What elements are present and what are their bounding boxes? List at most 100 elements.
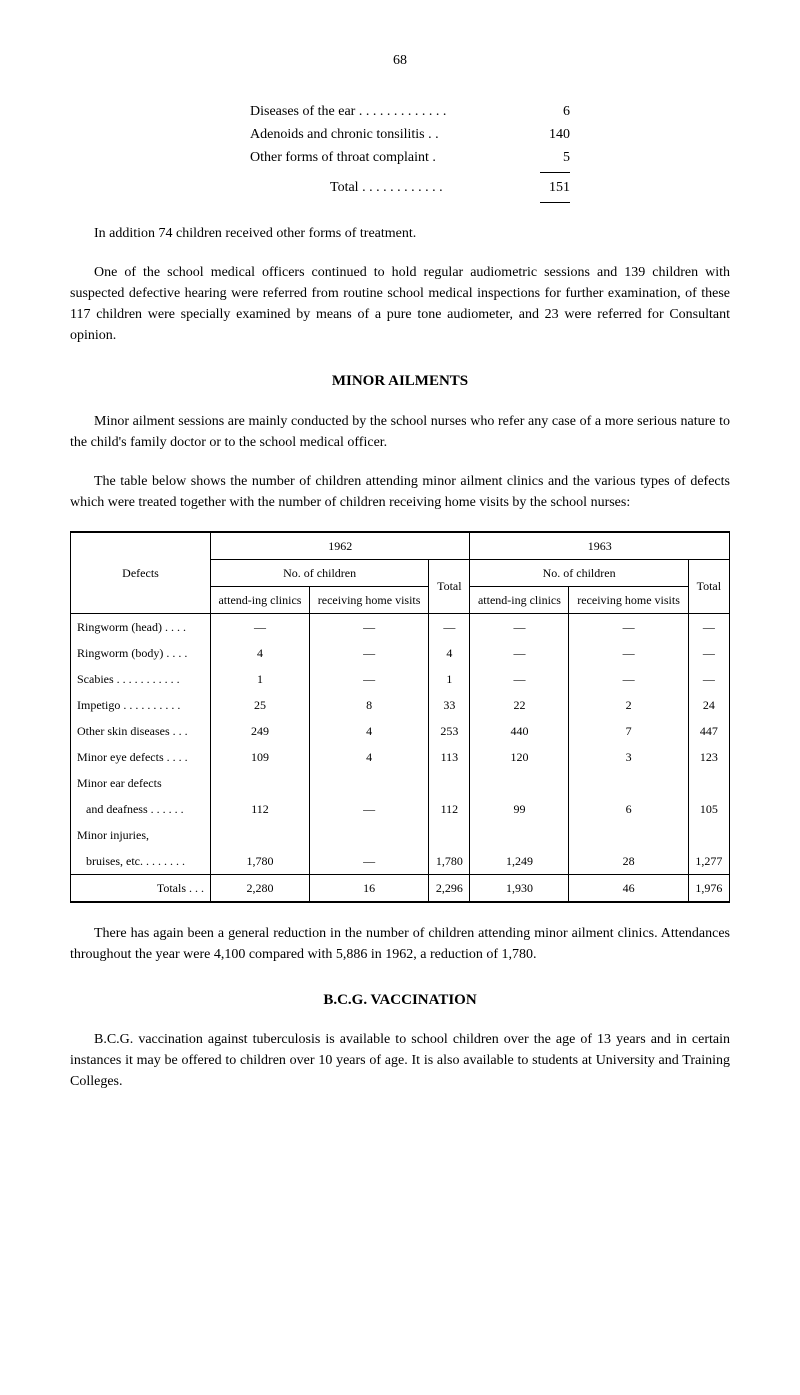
table-cell: Scabies . . . . . . . . . . . <box>71 666 211 692</box>
ear-label: Other forms of throat complaint . <box>250 147 530 168</box>
table-cell: 1,277 <box>688 848 729 875</box>
table-cell: Other skin diseases . . . <box>71 718 211 744</box>
table-header-no-children: No. of children <box>470 559 688 586</box>
table-cell: 120 <box>470 744 569 770</box>
table-row: Ringworm (body) . . . .4—4——— <box>71 640 730 666</box>
table-cell <box>429 770 470 796</box>
table-row: Other skin diseases . . .24942534407447 <box>71 718 730 744</box>
table-cell: Minor ear defects <box>71 770 211 796</box>
table-cell: — <box>429 613 470 640</box>
table-cell: — <box>569 640 688 666</box>
table-cell: 16 <box>309 874 428 902</box>
table-totals-label: Totals . . . <box>71 874 211 902</box>
ear-value: 6 <box>530 101 570 122</box>
table-cell: 99 <box>470 796 569 822</box>
table-header-year2: 1963 <box>470 532 730 560</box>
table-cell: — <box>211 613 310 640</box>
paragraph: Minor ailment sessions are mainly conduc… <box>70 411 730 453</box>
table-cell: 4 <box>429 640 470 666</box>
table-cell: 7 <box>569 718 688 744</box>
table-cell: 112 <box>211 796 310 822</box>
table-cell <box>429 822 470 848</box>
table-header-defects: Defects <box>71 532 211 614</box>
section-heading-minor-ailments: MINOR AILMENTS <box>70 370 730 393</box>
minor-ailments-table: Defects 1962 1963 No. of children Total … <box>70 531 730 903</box>
table-cell: 1 <box>429 666 470 692</box>
table-cell <box>309 770 428 796</box>
table-cell: 440 <box>470 718 569 744</box>
table-cell: 4 <box>309 718 428 744</box>
ear-item: Other forms of throat complaint . 5 <box>250 147 730 168</box>
table-cell: 1,976 <box>688 874 729 902</box>
table-cell <box>211 822 310 848</box>
ear-item: Diseases of the ear . . . . . . . . . . … <box>250 101 730 122</box>
table-row: and deafness . . . . . .112—112996105 <box>71 796 730 822</box>
table-cell: 24 <box>688 692 729 718</box>
table-cell: 1,780 <box>211 848 310 875</box>
section-heading-bcg: B.C.G. VACCINATION <box>70 989 730 1012</box>
table-row: Minor ear defects <box>71 770 730 796</box>
ear-value: 140 <box>530 124 570 145</box>
table-header-no-children: No. of children <box>211 559 429 586</box>
table-cell <box>688 770 729 796</box>
paragraph: In addition 74 children received other f… <box>70 223 730 244</box>
table-cell: — <box>309 666 428 692</box>
table-cell: — <box>470 666 569 692</box>
table-cell: — <box>688 640 729 666</box>
table-row: Minor injuries, <box>71 822 730 848</box>
table-cell: 105 <box>688 796 729 822</box>
table-cell: 249 <box>211 718 310 744</box>
table-cell: — <box>569 613 688 640</box>
table-cell: — <box>309 613 428 640</box>
paragraph: One of the school medical officers conti… <box>70 262 730 346</box>
table-cell: 1 <box>211 666 310 692</box>
table-cell: 25 <box>211 692 310 718</box>
table-cell: 113 <box>429 744 470 770</box>
table-header-receiving: receiving home visits <box>569 586 688 613</box>
table-cell: 253 <box>429 718 470 744</box>
paragraph: There has again been a general reduction… <box>70 923 730 965</box>
table-row: Ringworm (head) . . . .—————— <box>71 613 730 640</box>
page-number: 68 <box>70 50 730 71</box>
table-cell: bruises, etc. . . . . . . . <box>71 848 211 875</box>
table-cell: — <box>688 666 729 692</box>
table-cell: and deafness . . . . . . <box>71 796 211 822</box>
table-cell <box>211 770 310 796</box>
table-cell: — <box>470 613 569 640</box>
table-cell: 28 <box>569 848 688 875</box>
table-cell: 2,296 <box>429 874 470 902</box>
table-cell <box>569 770 688 796</box>
table-header-attending: attend-ing clinics <box>470 586 569 613</box>
table-cell: — <box>569 666 688 692</box>
table-cell <box>470 822 569 848</box>
table-cell: Ringworm (body) . . . . <box>71 640 211 666</box>
table-cell: 2,280 <box>211 874 310 902</box>
table-cell: Minor eye defects . . . . <box>71 744 211 770</box>
table-cell: 4 <box>211 640 310 666</box>
paragraph: The table below shows the number of chil… <box>70 471 730 513</box>
table-cell: 4 <box>309 744 428 770</box>
ear-label: Diseases of the ear . . . . . . . . . . … <box>250 101 530 122</box>
table-cell: Impetigo . . . . . . . . . . <box>71 692 211 718</box>
table-cell: Minor injuries, <box>71 822 211 848</box>
ear-label: Adenoids and chronic tonsilitis . . <box>250 124 530 145</box>
table-header-total: Total <box>429 559 470 613</box>
paragraph: B.C.G. vaccination against tuberculosis … <box>70 1029 730 1092</box>
table-cell: 8 <box>309 692 428 718</box>
ear-total: Total . . . . . . . . . . . . 151 <box>330 177 730 198</box>
table-cell: Ringworm (head) . . . . <box>71 613 211 640</box>
ear-total-label: Total . . . . . . . . . . . . <box>330 177 530 198</box>
table-cell: 2 <box>569 692 688 718</box>
table-row: Scabies . . . . . . . . . . .1—1——— <box>71 666 730 692</box>
ear-total-value: 151 <box>530 177 570 198</box>
table-cell: — <box>470 640 569 666</box>
table-cell: 33 <box>429 692 470 718</box>
table-cell: — <box>688 613 729 640</box>
table-row: Minor eye defects . . . .10941131203123 <box>71 744 730 770</box>
table-cell <box>470 770 569 796</box>
table-row: bruises, etc. . . . . . . .1,780—1,7801,… <box>71 848 730 875</box>
table-row: Impetigo . . . . . . . . . .2583322224 <box>71 692 730 718</box>
table-cell: — <box>309 796 428 822</box>
ear-diseases-list: Diseases of the ear . . . . . . . . . . … <box>250 101 730 203</box>
table-cell: 6 <box>569 796 688 822</box>
